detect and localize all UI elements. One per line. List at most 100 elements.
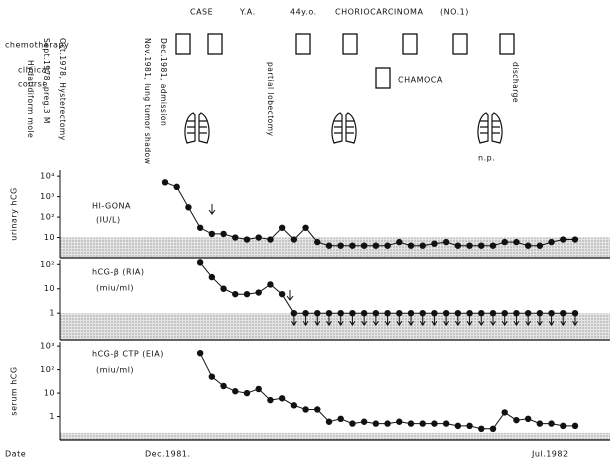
data-point <box>548 420 554 426</box>
data-point <box>209 373 215 379</box>
event: Hydatidiform mole <box>26 60 35 138</box>
data-point <box>314 239 320 245</box>
data-point <box>455 423 461 429</box>
data-point <box>279 225 285 231</box>
event: Nov.1981, lung tumor shadow <box>143 38 152 164</box>
data-point <box>384 242 390 248</box>
assay-label: HI-GONA <box>92 202 131 211</box>
data-point <box>560 310 566 316</box>
data-point <box>513 417 519 423</box>
data-point <box>244 390 250 396</box>
event: Dec.1981, admission <box>159 38 168 126</box>
data-point <box>537 420 543 426</box>
patient: Y.A. <box>239 8 256 17</box>
data-point <box>431 420 437 426</box>
data-point <box>361 242 367 248</box>
event: discharge <box>511 62 520 103</box>
data-point <box>513 310 519 316</box>
data-point <box>338 310 344 316</box>
data-point <box>525 242 531 248</box>
y-tick-label: 10² <box>40 365 55 374</box>
data-point <box>244 291 250 297</box>
normal-range <box>60 313 610 340</box>
data-point <box>572 423 578 429</box>
data-point <box>525 310 531 316</box>
event: Sept.1978, preg.3 M <box>42 38 51 124</box>
data-point <box>384 420 390 426</box>
data-point <box>408 420 414 426</box>
y-tick-label: 10 <box>44 233 55 242</box>
chart: CASE Y.A. 44y.o. CHORIOCARCINOMA (NO.1) … <box>0 0 610 465</box>
data-point <box>197 259 203 265</box>
data-point <box>232 234 238 240</box>
y-tick-label: 10² <box>40 260 55 269</box>
y-tick-label: 10³ <box>40 192 55 201</box>
np-label: n.p. <box>478 154 495 163</box>
data-point <box>466 242 472 248</box>
data-point <box>209 274 215 280</box>
age: 44y.o. <box>290 8 317 17</box>
data-point <box>197 350 203 356</box>
data-point <box>478 242 484 248</box>
y-tick-label: 1 <box>49 412 55 421</box>
data-point <box>466 423 472 429</box>
y-axis-label: urinary hCG <box>10 187 19 240</box>
unit-label: (miu/ml) <box>96 366 134 375</box>
data-point <box>291 402 297 408</box>
data-point <box>396 239 402 245</box>
data-point <box>279 395 285 401</box>
y-tick-label: 10³ <box>40 342 55 351</box>
data-point <box>338 416 344 422</box>
header: CASE Y.A. 44y.o. CHORIOCARCINOMA (NO.1) <box>190 8 469 17</box>
data-point <box>244 236 250 242</box>
data-point <box>197 225 203 231</box>
data-point <box>338 242 344 248</box>
y-axis-label: serum hCG <box>10 366 19 415</box>
data-point <box>220 383 226 389</box>
data-point <box>349 420 355 426</box>
data-point <box>291 236 297 242</box>
unit-label: (miu/ml) <box>96 284 134 293</box>
data-point <box>513 239 519 245</box>
series-line <box>200 262 575 313</box>
chemotherapy-boxes <box>176 34 514 88</box>
data-point <box>431 240 437 246</box>
data-point <box>525 416 531 422</box>
data-point <box>302 310 308 316</box>
events: Hydatidiform mole Sept.1978, preg.3 M Oc… <box>26 38 520 164</box>
data-point <box>232 388 238 394</box>
data-point <box>537 310 543 316</box>
series-line <box>165 182 575 245</box>
data-point <box>256 289 262 295</box>
case-number: (NO.1) <box>440 8 469 17</box>
data-point <box>279 291 285 297</box>
data-point <box>220 286 226 292</box>
chamoca-label: CHAMOCA <box>398 76 443 85</box>
data-point <box>502 239 508 245</box>
diagnosis: CHORIOCARCINOMA <box>335 8 423 17</box>
data-point <box>572 236 578 242</box>
normal-range <box>60 433 610 440</box>
data-point <box>349 242 355 248</box>
data-point <box>373 310 379 316</box>
y-tick-label: 10⁴ <box>40 172 55 181</box>
data-point <box>478 310 484 316</box>
data-point <box>302 225 308 231</box>
data-point <box>443 420 449 426</box>
data-point <box>291 310 297 316</box>
data-point <box>267 397 273 403</box>
data-point <box>560 423 566 429</box>
data-point <box>185 204 191 210</box>
date-axis-label: Date <box>5 450 26 459</box>
data-point <box>162 179 168 185</box>
data-point <box>443 239 449 245</box>
data-point <box>455 310 461 316</box>
y-tick-label: 10² <box>40 213 55 222</box>
unit-label: (IU/L) <box>96 216 121 225</box>
data-point <box>256 234 262 240</box>
data-point <box>455 242 461 248</box>
data-point <box>408 310 414 316</box>
event: Oct.1978, Hysterectomy <box>58 38 67 141</box>
data-point <box>548 310 554 316</box>
data-point <box>466 310 472 316</box>
